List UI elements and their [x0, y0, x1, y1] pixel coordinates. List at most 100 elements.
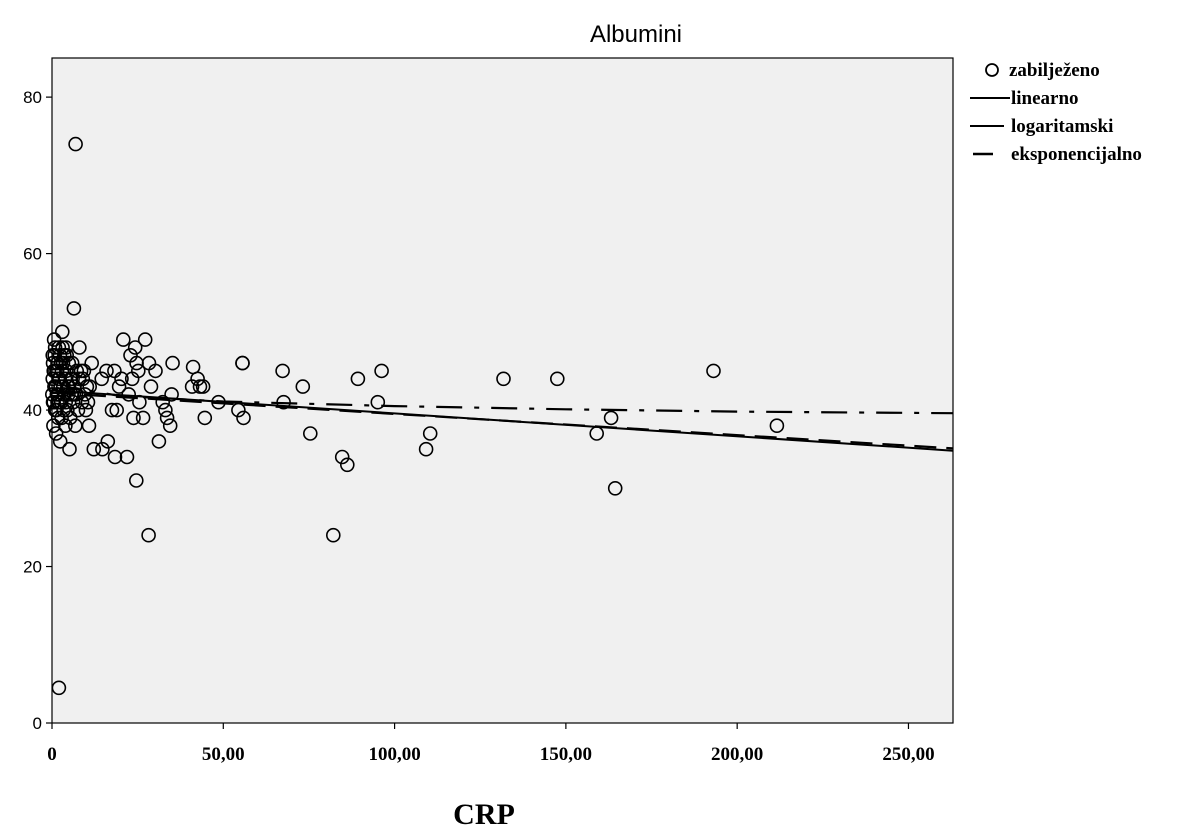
data-point: [141, 527, 156, 543]
data-point: [127, 340, 143, 355]
legend-marker-observed: [985, 63, 999, 77]
data-point: [607, 480, 623, 496]
data-point: [47, 340, 63, 355]
data-point: [76, 363, 92, 379]
data-point: [70, 402, 86, 418]
data-point: [197, 410, 213, 426]
data-point: [94, 371, 109, 387]
data-point: [116, 332, 131, 347]
data-point: [334, 449, 350, 465]
data-point: [109, 402, 124, 418]
data-point: [706, 363, 721, 379]
data-point: [119, 449, 135, 465]
data-point: [295, 379, 311, 394]
y-tick-label: 80: [23, 88, 42, 107]
x-tick-label: 50,00: [202, 744, 245, 765]
data-point: [192, 379, 208, 394]
data-point: [143, 379, 159, 394]
data-point: [496, 371, 511, 387]
data-point: [236, 410, 251, 426]
data-point: [276, 394, 291, 410]
legend-label-exp: eksponencijalno: [1011, 144, 1142, 165]
x-tick-label: 0: [47, 744, 57, 765]
x-tick-label: 200,00: [711, 744, 763, 765]
data-point: [48, 426, 64, 441]
data-point: [54, 324, 70, 340]
data-point: [100, 434, 116, 449]
data-point: [53, 379, 68, 394]
data-point: [57, 371, 73, 387]
data-point: [46, 332, 62, 347]
chart-title: Albumini: [590, 21, 682, 48]
data-point: [68, 418, 83, 434]
data-point: [58, 418, 73, 434]
data-point: [95, 441, 110, 457]
legend-label-log: logaritamski: [1011, 116, 1113, 137]
data-point: [46, 418, 61, 434]
data-point: [350, 371, 366, 387]
data-point: [111, 379, 127, 394]
data-points: [44, 136, 785, 696]
data-point: [151, 434, 167, 449]
data-point: [603, 410, 619, 426]
y-tick-label: 20: [23, 558, 42, 577]
x-axis-label: CRP: [453, 798, 515, 831]
data-point: [99, 363, 114, 379]
data-point: [107, 449, 123, 465]
x-axis: 0 50,00 100,00 150,00 200,00 250,00: [47, 723, 935, 765]
data-point: [132, 394, 147, 410]
data-point: [80, 394, 96, 410]
data-point: [66, 301, 82, 316]
data-point: [231, 402, 246, 418]
data-point: [137, 332, 153, 347]
data-point: [211, 394, 226, 410]
data-point: [46, 363, 62, 379]
data-point: [65, 371, 80, 387]
data-point: [84, 355, 99, 371]
data-point: [45, 347, 61, 363]
legend-label-observed: zabilježeno: [1009, 60, 1100, 81]
data-point: [86, 441, 102, 457]
data-point: [129, 473, 144, 488]
data-point: [325, 527, 341, 543]
data-point: [51, 680, 67, 696]
legend-label-linear: linearno: [1011, 88, 1079, 109]
data-point: [71, 371, 87, 387]
data-point: [58, 340, 74, 355]
data-point: [275, 363, 290, 379]
data-point: [422, 426, 438, 441]
data-point: [68, 136, 83, 152]
data-point: [121, 387, 136, 402]
data-point: [104, 402, 120, 418]
data-point: [50, 410, 66, 426]
x-tick-label: 150,00: [540, 744, 592, 765]
y-axis: 0 20 40 60 80: [23, 88, 52, 733]
data-point: [184, 379, 200, 394]
data-point: [50, 387, 66, 402]
data-point: [164, 387, 179, 402]
data-point: [370, 394, 386, 410]
data-point: [549, 371, 565, 387]
data-point: [82, 379, 97, 394]
data-point: [155, 394, 170, 410]
data-point: [126, 410, 141, 426]
data-point: [78, 402, 94, 418]
data-point: [45, 394, 61, 410]
data-point: [162, 418, 178, 434]
data-point: [65, 394, 81, 410]
data-point: [589, 426, 605, 441]
data-point: [302, 426, 318, 441]
data-point: [52, 434, 68, 449]
y-tick-label: 60: [23, 245, 42, 264]
fit-line-eksponencijalno: [51, 391, 954, 450]
data-point: [374, 363, 389, 379]
data-point: [185, 359, 201, 375]
y-tick-label: 40: [23, 401, 42, 420]
data-point: [54, 410, 69, 426]
data-point: [135, 410, 151, 426]
data-point: [48, 379, 64, 394]
data-point: [159, 410, 175, 426]
data-point: [53, 355, 69, 371]
data-point: [418, 441, 434, 457]
